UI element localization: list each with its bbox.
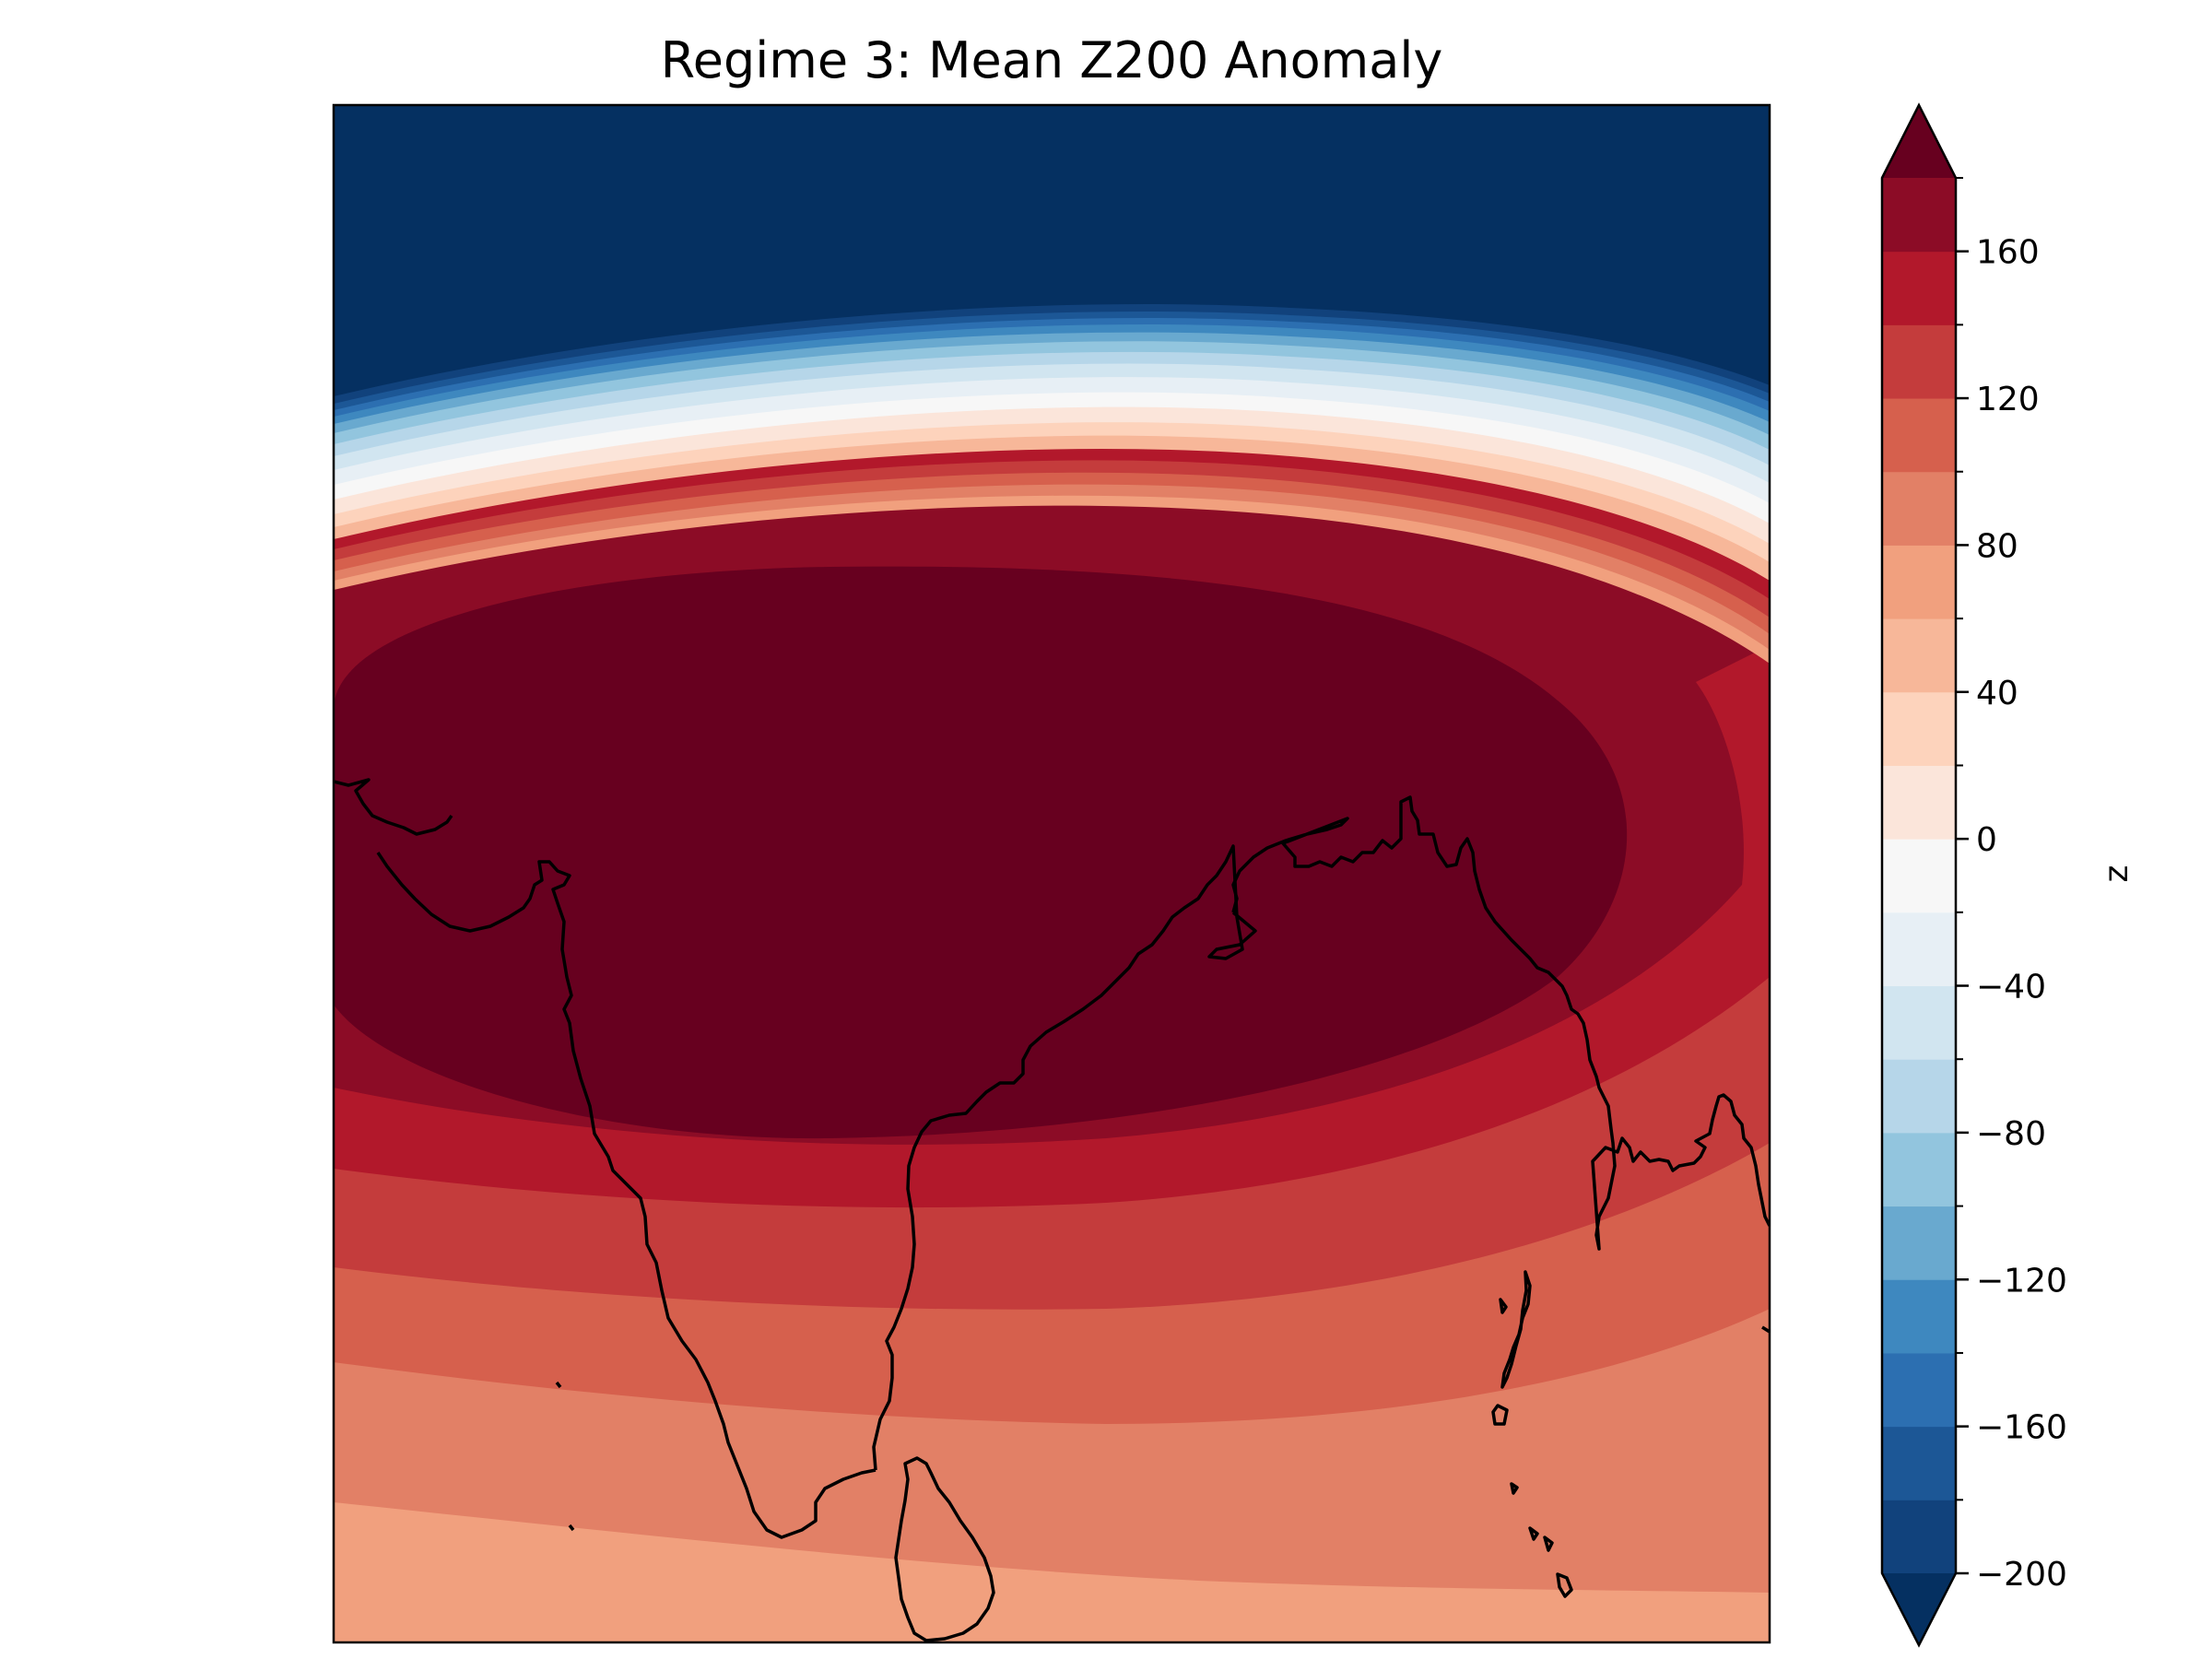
contour-band-north-38 (334, 105, 1770, 396)
colorbar-tick-label: −40 (1976, 969, 2046, 1006)
colorbar-band (1882, 471, 1956, 546)
colorbar-band (1882, 1132, 1956, 1207)
colorbar-band (1882, 1206, 1956, 1280)
colorbar-band (1882, 1500, 1956, 1574)
coastline-nicobar-2 (1510, 1482, 1519, 1495)
colorbar-tick-label: −120 (1976, 1262, 2067, 1300)
colorbar-tick-label: 160 (1976, 234, 2040, 272)
colorbar-band (1882, 618, 1956, 693)
colorbar-tick-label: 80 (1976, 527, 2018, 565)
colorbar-band (1882, 324, 1956, 399)
coastline-nicobar-4 (1556, 1572, 1573, 1598)
figure-title: Regime 3: Mean Z200 Anomaly (660, 31, 1443, 89)
colorbar-extend-over (1882, 105, 1956, 178)
colorbar-band (1882, 251, 1956, 325)
colorbar-band (1882, 178, 1956, 253)
coastline-nicobar-3 (1528, 1526, 1554, 1552)
contour-field (334, 105, 1770, 1642)
coastline-bengal (1231, 795, 1770, 1251)
colorbar-bands (1882, 178, 1956, 1574)
colorbar-tick-label: −200 (1976, 1556, 2067, 1594)
colorbar-extend-under (1882, 1573, 1956, 1645)
contour-core-over (334, 566, 1628, 1139)
coastline-sri-lanka (894, 1456, 995, 1642)
colorbar-band (1882, 545, 1956, 619)
coastline-lakshadweep (555, 1381, 575, 1532)
colorbar-tick-label: −80 (1976, 1115, 2046, 1153)
colorbar-tick-label: 40 (1976, 675, 2018, 712)
colorbar-band (1882, 1426, 1956, 1500)
colorbar-band (1882, 1059, 1956, 1134)
coastline-nicobar-1 (1491, 1404, 1509, 1426)
coastline-malaysia-edge (1761, 1325, 1770, 1334)
colorbar-band (1882, 691, 1956, 766)
map-frame (332, 103, 1771, 1644)
colorbar-ticks: 160 120 80 40 0 −40 −80 −120 −160 −200 (1956, 177, 2067, 1594)
coastline-india-east (872, 844, 1257, 1471)
colorbar-tick-label: −160 (1976, 1409, 2067, 1447)
colorbar-label: z (2098, 865, 2136, 883)
colorbar-band (1882, 985, 1956, 1060)
colorbar-band (1882, 912, 1956, 987)
coastline-india-west (334, 778, 877, 1539)
colorbar-band (1882, 839, 1956, 913)
coastline-andaman (1499, 1270, 1532, 1389)
colorbar-tick-label: 120 (1976, 381, 2040, 418)
colorbar-band (1882, 1352, 1956, 1428)
coastlines (334, 778, 1770, 1642)
colorbar-band (1882, 398, 1956, 473)
colorbar: 160 120 80 40 0 −40 −80 −120 −160 −200 z (1880, 102, 2136, 1648)
colorbar-band (1882, 1279, 1956, 1354)
colorbar-tick-label: 0 (1976, 821, 1997, 859)
colorbar-band (1882, 765, 1956, 840)
